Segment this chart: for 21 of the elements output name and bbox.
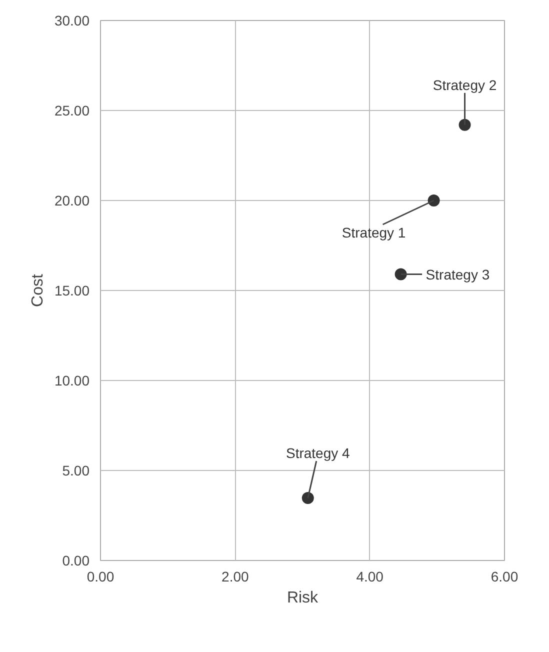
x-tick-label: 6.00 bbox=[490, 568, 518, 584]
point bbox=[302, 492, 314, 504]
x-tick-label: 4.00 bbox=[356, 568, 384, 584]
y-tick-label: 30.00 bbox=[54, 12, 90, 28]
x-axis-title: Risk bbox=[286, 590, 320, 606]
y-axis-title: Cost bbox=[29, 273, 46, 307]
y-tick-label: 25.00 bbox=[54, 102, 90, 118]
y-tick-label: 10.00 bbox=[54, 372, 90, 388]
x-tick-label: 0.00 bbox=[86, 568, 114, 584]
point bbox=[428, 194, 440, 206]
y-tick-label: 5.00 bbox=[62, 462, 90, 478]
point bbox=[458, 118, 471, 131]
annotation: Strategy 1 bbox=[342, 224, 406, 240]
y-tick-label: 0.00 bbox=[62, 552, 90, 568]
y-tick-label: 20.00 bbox=[54, 192, 90, 208]
annotation: Strategy 4 bbox=[286, 445, 350, 462]
y-tick-label: 15.00 bbox=[54, 282, 90, 298]
annotation: Strategy 3 bbox=[426, 266, 490, 282]
annotation: Strategy 2 bbox=[432, 76, 497, 93]
point bbox=[394, 268, 407, 280]
x-tick-label: 2.00 bbox=[222, 568, 250, 584]
